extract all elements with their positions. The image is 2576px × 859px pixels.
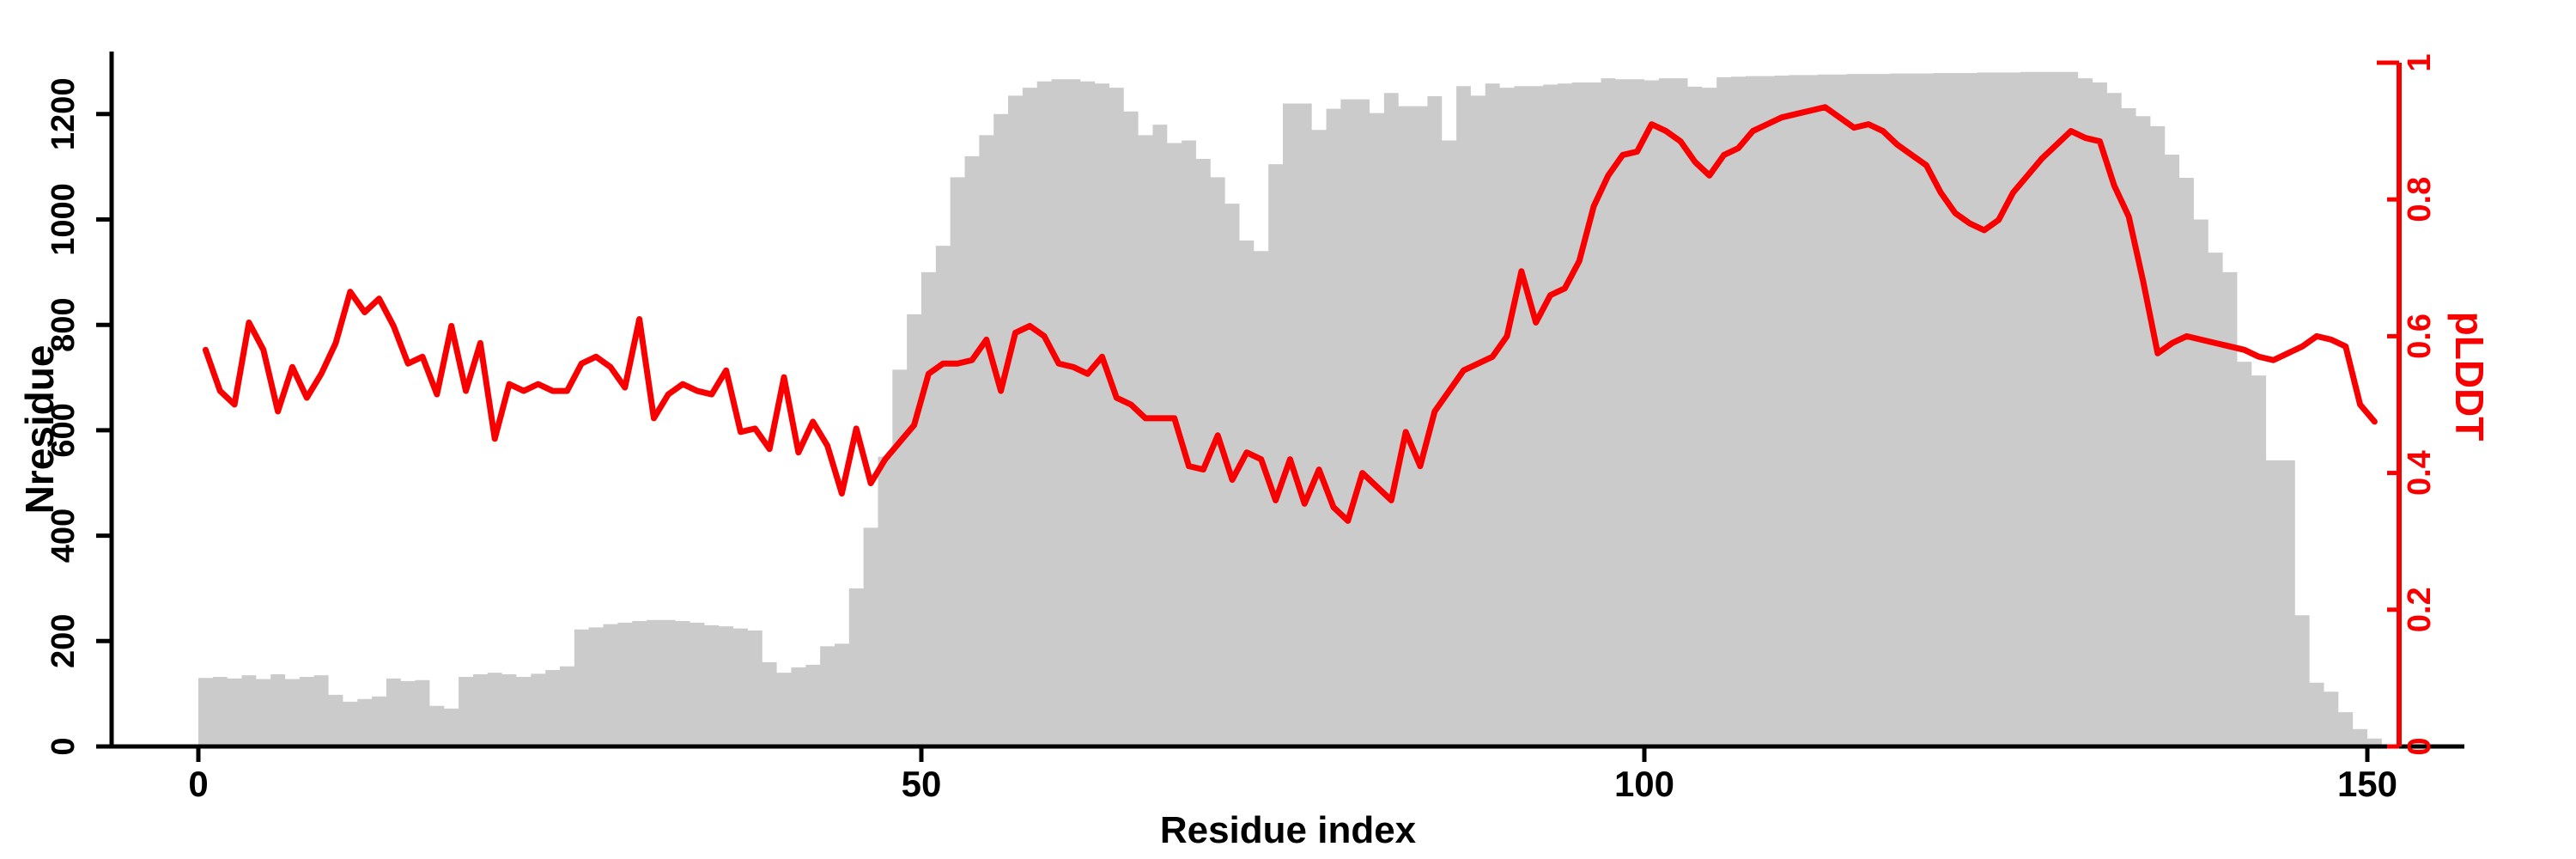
right-axis-title: pLDDT xyxy=(2447,311,2492,442)
left-axis-title: Nresidue xyxy=(17,344,62,515)
svg-text:100: 100 xyxy=(1614,764,1674,804)
svg-text:0: 0 xyxy=(188,764,208,804)
svg-text:0: 0 xyxy=(2402,737,2438,755)
plddt-line xyxy=(202,104,2378,524)
svg-text:0: 0 xyxy=(46,737,82,755)
svg-text:50: 50 xyxy=(902,764,942,804)
svg-text:0.2: 0.2 xyxy=(2402,587,2438,632)
nresidue-bars xyxy=(198,71,2382,747)
svg-text:1: 1 xyxy=(2402,53,2438,71)
svg-text:0.6: 0.6 xyxy=(2402,314,2438,359)
svg-text:800: 800 xyxy=(46,297,82,351)
x-axis-title: Residue index xyxy=(1159,809,1417,851)
svg-text:600: 600 xyxy=(46,403,82,457)
svg-text:1000: 1000 xyxy=(46,183,82,256)
axes: 0 50 100 150 0 200 400 600 800 1000 1200 0 0.2 0.4 0.6… xyxy=(46,52,2464,804)
svg-text:0.4: 0.4 xyxy=(2402,450,2438,496)
svg-text:400: 400 xyxy=(46,509,82,563)
svg-text:0.8: 0.8 xyxy=(2402,177,2438,222)
svg-text:200: 200 xyxy=(46,614,82,668)
svg-text:1200: 1200 xyxy=(46,78,82,151)
svg-text:150: 150 xyxy=(2337,764,2397,804)
